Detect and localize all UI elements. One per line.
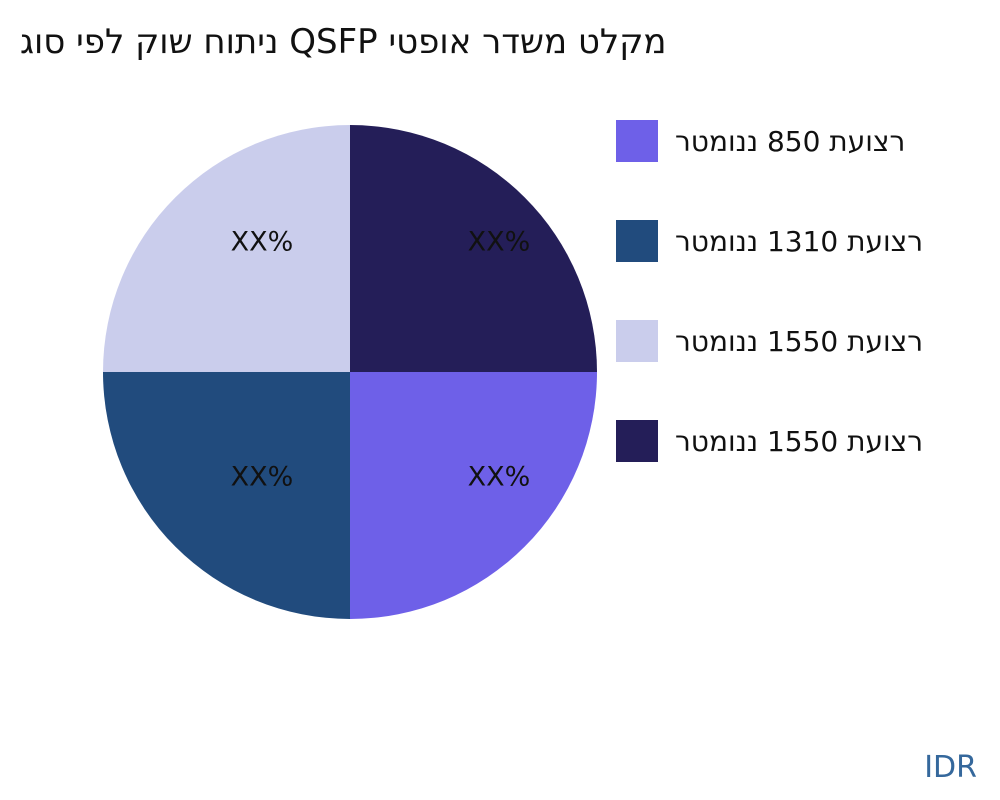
pie-slice-label-850nm: XX% bbox=[467, 461, 531, 493]
pie-chart bbox=[103, 125, 597, 619]
chart-title: מקלט משדר אופטי QSFP ניתוח שוק לפי סוג bbox=[20, 22, 667, 62]
legend-item: רצועת 1310 ננומטר bbox=[616, 220, 923, 262]
legend-swatch-icon bbox=[616, 120, 658, 162]
legend-label: רצועת 1310 ננומטר bbox=[675, 224, 924, 258]
pie-slice-label-1310nm: XX% bbox=[230, 461, 294, 493]
legend-item: רצועת 850 ננומטר bbox=[616, 120, 905, 162]
legend-swatch-icon bbox=[616, 320, 658, 362]
legend-item: רצועת 1550 ננומטר bbox=[616, 420, 923, 462]
legend-label: רצועת 1550 ננומטר bbox=[675, 424, 924, 458]
pie-slice-label-1550nm-a: XX% bbox=[230, 226, 294, 258]
legend-item: רצועת 1550 ננומטר bbox=[616, 320, 923, 362]
legend-label: רצועת 1550 ננומטר bbox=[675, 324, 924, 358]
pie-slice-label-1550nm-b: XX% bbox=[467, 226, 531, 258]
legend-label: רצועת 850 ננומטר bbox=[675, 124, 906, 158]
legend-swatch-icon bbox=[616, 420, 658, 462]
watermark-idr: IDR bbox=[924, 750, 977, 785]
legend-swatch-icon bbox=[616, 220, 658, 262]
